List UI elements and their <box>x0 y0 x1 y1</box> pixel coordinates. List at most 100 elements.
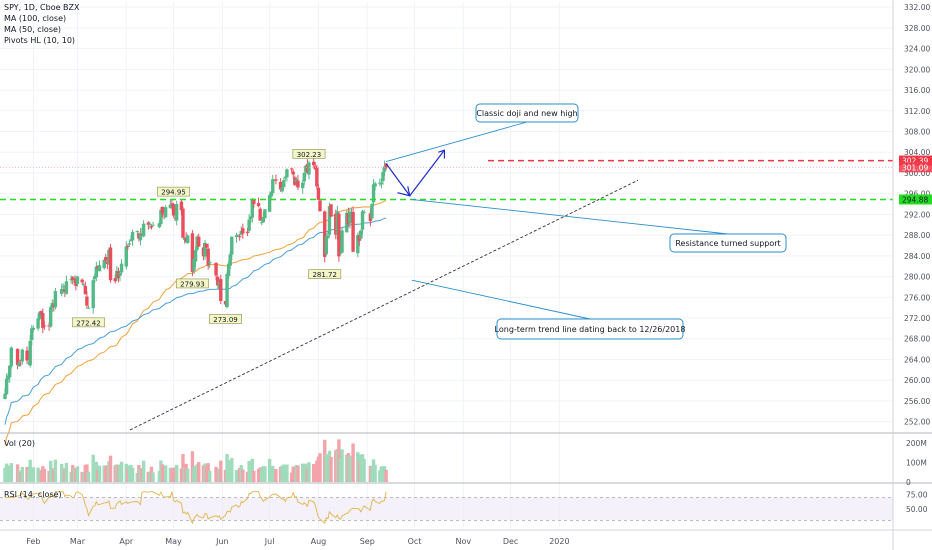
volume-pane-label[interactable]: Vol (20) <box>4 439 35 448</box>
symbol-title[interactable]: SPY, 1D, Cboe BZX <box>4 3 80 12</box>
candle-body <box>146 222 151 225</box>
candle-body <box>151 224 155 226</box>
candle-body <box>250 199 254 218</box>
volume-bar <box>252 470 256 482</box>
candle-body <box>37 312 42 320</box>
candle-body <box>237 236 242 238</box>
candle-body <box>278 181 283 190</box>
candle-body <box>190 233 195 272</box>
price-tick-label: 288.00 <box>904 231 930 240</box>
candle-body <box>260 222 264 224</box>
volume-bar <box>20 466 25 482</box>
candle-body <box>362 211 366 213</box>
candle-body <box>85 296 89 306</box>
candle-body <box>108 247 113 281</box>
candle-body <box>269 191 273 197</box>
price-tick-label: 308.00 <box>904 128 930 137</box>
price-tick-label: 332.00 <box>904 3 930 12</box>
volume-bar <box>230 458 234 482</box>
volume-tick-label: 0 <box>906 478 911 487</box>
drawings-layer: Classic doji and new high Resistance turn… <box>0 103 893 431</box>
rsi-pane-label[interactable]: RSI (14, close) <box>4 490 62 499</box>
volume-bar <box>373 464 377 482</box>
time-tick-label: Aug <box>311 537 327 546</box>
volume-bar <box>241 469 245 482</box>
price-tag-label: 301.09 <box>902 163 928 172</box>
candle-body <box>230 236 234 255</box>
rsi-line <box>5 491 387 525</box>
volume-pane <box>0 432 932 482</box>
price-tick-label: 264.00 <box>904 355 930 364</box>
price-tick-label: 304.00 <box>904 148 930 157</box>
candle-body <box>360 211 365 230</box>
time-tick-label: Oct <box>408 537 422 546</box>
candle-body <box>291 171 295 175</box>
pivot-label: 281.72 <box>312 271 337 279</box>
price-tick-label: 276.00 <box>904 293 930 302</box>
price-tick-label: 268.00 <box>904 335 930 344</box>
legend-ma50[interactable]: MA (50, close) <box>4 25 62 34</box>
candle-body <box>160 206 165 214</box>
volume-bar <box>271 465 275 482</box>
price-tag-label: 294.88 <box>902 195 928 204</box>
price-tick-label: 256.00 <box>904 397 930 406</box>
candle-body <box>94 266 99 278</box>
legend-pivots[interactable]: Pivots HL (10, 10) <box>4 36 76 45</box>
doji-callout-pointer <box>386 121 528 162</box>
candle-body <box>371 184 376 203</box>
candle-body <box>289 168 294 170</box>
candle-body <box>234 235 239 238</box>
candle-body <box>263 209 267 219</box>
volume-bar <box>97 465 102 482</box>
volume-bar <box>362 458 366 482</box>
long-term-trend-line <box>129 179 639 431</box>
candle-body <box>64 281 69 294</box>
time-tick-label: Nov <box>456 537 472 546</box>
candle-body <box>168 204 173 209</box>
candle-body <box>329 204 333 217</box>
candle-body <box>337 213 341 257</box>
time-tick-label: Mar <box>70 537 86 546</box>
candle-body <box>193 250 198 262</box>
candle-body <box>204 243 209 248</box>
volume-bar <box>174 464 179 482</box>
time-tick-label: Feb <box>26 537 40 546</box>
legend-ma100[interactable]: MA (100, close) <box>4 14 67 23</box>
pivot-label: 273.09 <box>213 316 238 324</box>
candle-body <box>379 182 384 185</box>
volume-bar <box>351 443 355 482</box>
price-tick-label: 312.00 <box>904 107 930 116</box>
candle-body <box>163 207 168 218</box>
candle-body <box>130 232 135 241</box>
candle-body <box>93 276 97 279</box>
candle-body <box>316 187 321 200</box>
candle-body <box>313 166 317 170</box>
candle-body <box>228 254 232 266</box>
candle-body <box>6 375 10 380</box>
candle-body <box>271 179 275 194</box>
price-tick-label: 328.00 <box>904 24 930 33</box>
candle-body <box>4 378 9 395</box>
candle-body <box>36 318 40 329</box>
price-tick-label: 316.00 <box>904 86 930 95</box>
volume-bar <box>190 451 195 482</box>
candle-body <box>326 235 330 239</box>
volume-bar <box>163 465 168 482</box>
candle-body <box>148 223 152 225</box>
price-tag-box <box>899 162 932 173</box>
candle-body <box>71 277 75 281</box>
candle-body <box>30 328 34 341</box>
candle-body <box>113 277 117 282</box>
candle-body <box>181 208 185 238</box>
volume-bar <box>151 472 155 482</box>
candle-body <box>91 280 95 309</box>
volume-bar <box>53 459 58 482</box>
price-tag-label: 302.39 <box>902 157 928 166</box>
candle-body <box>104 257 108 261</box>
volume-bar <box>75 466 80 482</box>
trendline-callout-text: Long-term trend line dating back to 12/2… <box>495 325 686 334</box>
candle-body <box>382 166 387 172</box>
candle-body <box>359 230 363 239</box>
support-callout-text: Resistance turned support <box>675 239 780 248</box>
